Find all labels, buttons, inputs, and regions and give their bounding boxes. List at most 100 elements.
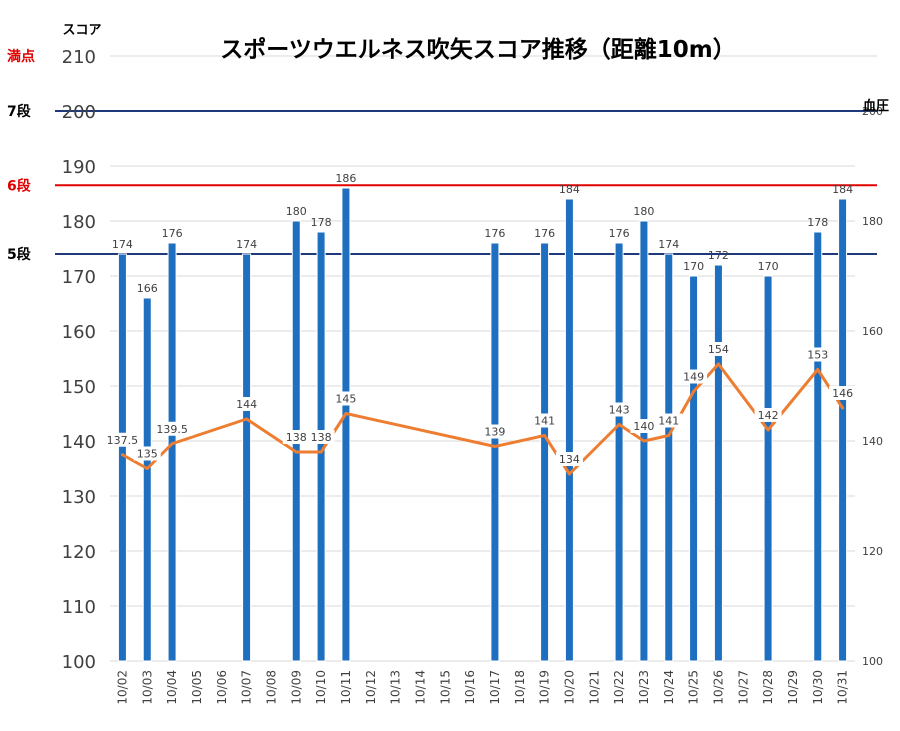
line-data-label: 149 [683, 371, 704, 384]
line-data-label: 138 [286, 431, 307, 444]
gridlines [110, 55, 855, 662]
y-tick-left: 190 [62, 157, 96, 178]
x-tick-label: 10/07 [240, 670, 254, 705]
y-tick-right: 100 [862, 655, 883, 668]
line-data-label: 141 [534, 415, 555, 428]
score-bar [689, 275, 699, 662]
x-tick-label: 10/15 [438, 670, 452, 705]
y-tick-right: 140 [862, 435, 883, 448]
score-bar [713, 264, 723, 662]
y-axis-right-label: 血圧 [863, 98, 889, 114]
line-label-bg [704, 342, 732, 356]
line-label-bg [630, 419, 658, 433]
line-label-bg [101, 432, 143, 447]
x-tick-label: 10/30 [811, 670, 825, 705]
line-point [145, 467, 149, 470]
line-label-bg [531, 413, 559, 428]
bar-data-label: 176 [484, 227, 505, 240]
bar-data-label: 170 [683, 260, 704, 273]
line-point [667, 434, 671, 437]
y-tick-right: 180 [862, 215, 883, 228]
line-data-label: 145 [335, 393, 356, 406]
x-tick-label: 10/17 [488, 670, 502, 705]
line-data-label: 141 [658, 415, 679, 428]
score-bar [813, 231, 823, 662]
line-point [319, 450, 323, 454]
y-tick-left: 140 [62, 432, 96, 453]
y-tick-left: 200 [62, 102, 96, 123]
score-bar [341, 187, 351, 662]
line-point [344, 412, 348, 415]
x-tick-label: 10/21 [587, 670, 601, 705]
line-data-label: 135 [137, 448, 158, 461]
y-tick-left: 150 [62, 377, 96, 398]
line-data-label: 142 [758, 409, 779, 422]
x-tick-label: 10/28 [761, 670, 775, 705]
line-point [642, 439, 646, 443]
line-point [245, 417, 249, 421]
bar-data-label: 184 [832, 183, 853, 196]
line-label-bg [754, 408, 782, 422]
x-tick-label: 10/26 [711, 670, 725, 705]
line-label-bg [555, 452, 583, 466]
line-label-bg [307, 430, 335, 444]
score-bar [763, 275, 773, 662]
bar-data-label: 170 [758, 260, 779, 273]
x-tick-label: 10/13 [389, 670, 403, 705]
bar-data-label: 180 [286, 205, 307, 218]
bar-data-label: 178 [311, 216, 332, 229]
x-tick-label: 10/12 [364, 670, 378, 705]
line-data-label: 143 [609, 404, 630, 417]
bar-data-label: 174 [658, 238, 679, 251]
line-label-bg [804, 347, 832, 362]
y-tick-left: 100 [62, 652, 96, 673]
line-label-bg [332, 391, 360, 406]
score-bar [564, 198, 574, 662]
x-tick-label: 10/03 [140, 670, 154, 705]
line-data-label: 139 [484, 426, 505, 439]
line-data-label: 138 [311, 431, 332, 444]
x-tick-label: 10/09 [289, 670, 303, 705]
x-tick-label: 10/20 [562, 670, 576, 705]
score-bar [242, 253, 252, 662]
x-tick-label: 10/31 [836, 670, 850, 705]
reference-label: 7段 [7, 103, 31, 120]
score-bar [540, 242, 550, 662]
line-point [766, 428, 770, 432]
line-data-label: 153 [807, 349, 828, 362]
line-data-label: 139.5 [156, 423, 188, 436]
x-tick-label: 10/16 [463, 670, 477, 705]
reference-lines: 満点 7段 6段 5段 [7, 48, 877, 263]
line-point [816, 368, 820, 371]
bar-data-label: 176 [534, 227, 555, 240]
blood-pressure-line [120, 362, 845, 476]
line-label-bg [680, 369, 708, 384]
y-tick-left: 120 [62, 542, 96, 563]
y-tick-right: 120 [862, 545, 883, 558]
line-point [617, 423, 621, 426]
line-label-bg [481, 424, 509, 439]
score-bar [614, 242, 624, 662]
score-bar [490, 242, 500, 662]
y-tick-right: 200 [862, 105, 883, 118]
line-label-bg [282, 430, 310, 444]
x-tick-label: 10/02 [115, 670, 129, 705]
x-tick-label: 10/24 [662, 670, 676, 705]
line-point [294, 450, 298, 454]
bar-data-label: 176 [162, 227, 183, 240]
bar-data-label: 172 [708, 249, 729, 262]
bar-data-label: 176 [609, 227, 630, 240]
y-tick-left: 170 [62, 267, 96, 288]
bar-data-label: 174 [236, 238, 257, 251]
x-tick-label: 10/25 [687, 670, 701, 705]
y-tick-right: 160 [862, 325, 883, 338]
line-data-label: 134 [559, 453, 580, 466]
line-point [120, 453, 124, 457]
score-bar [664, 253, 674, 662]
blood-pressure-polyline [121, 362, 844, 476]
x-tick-label: 10/23 [637, 670, 651, 705]
line-point [493, 445, 497, 448]
y-tick-left: 160 [62, 322, 96, 343]
